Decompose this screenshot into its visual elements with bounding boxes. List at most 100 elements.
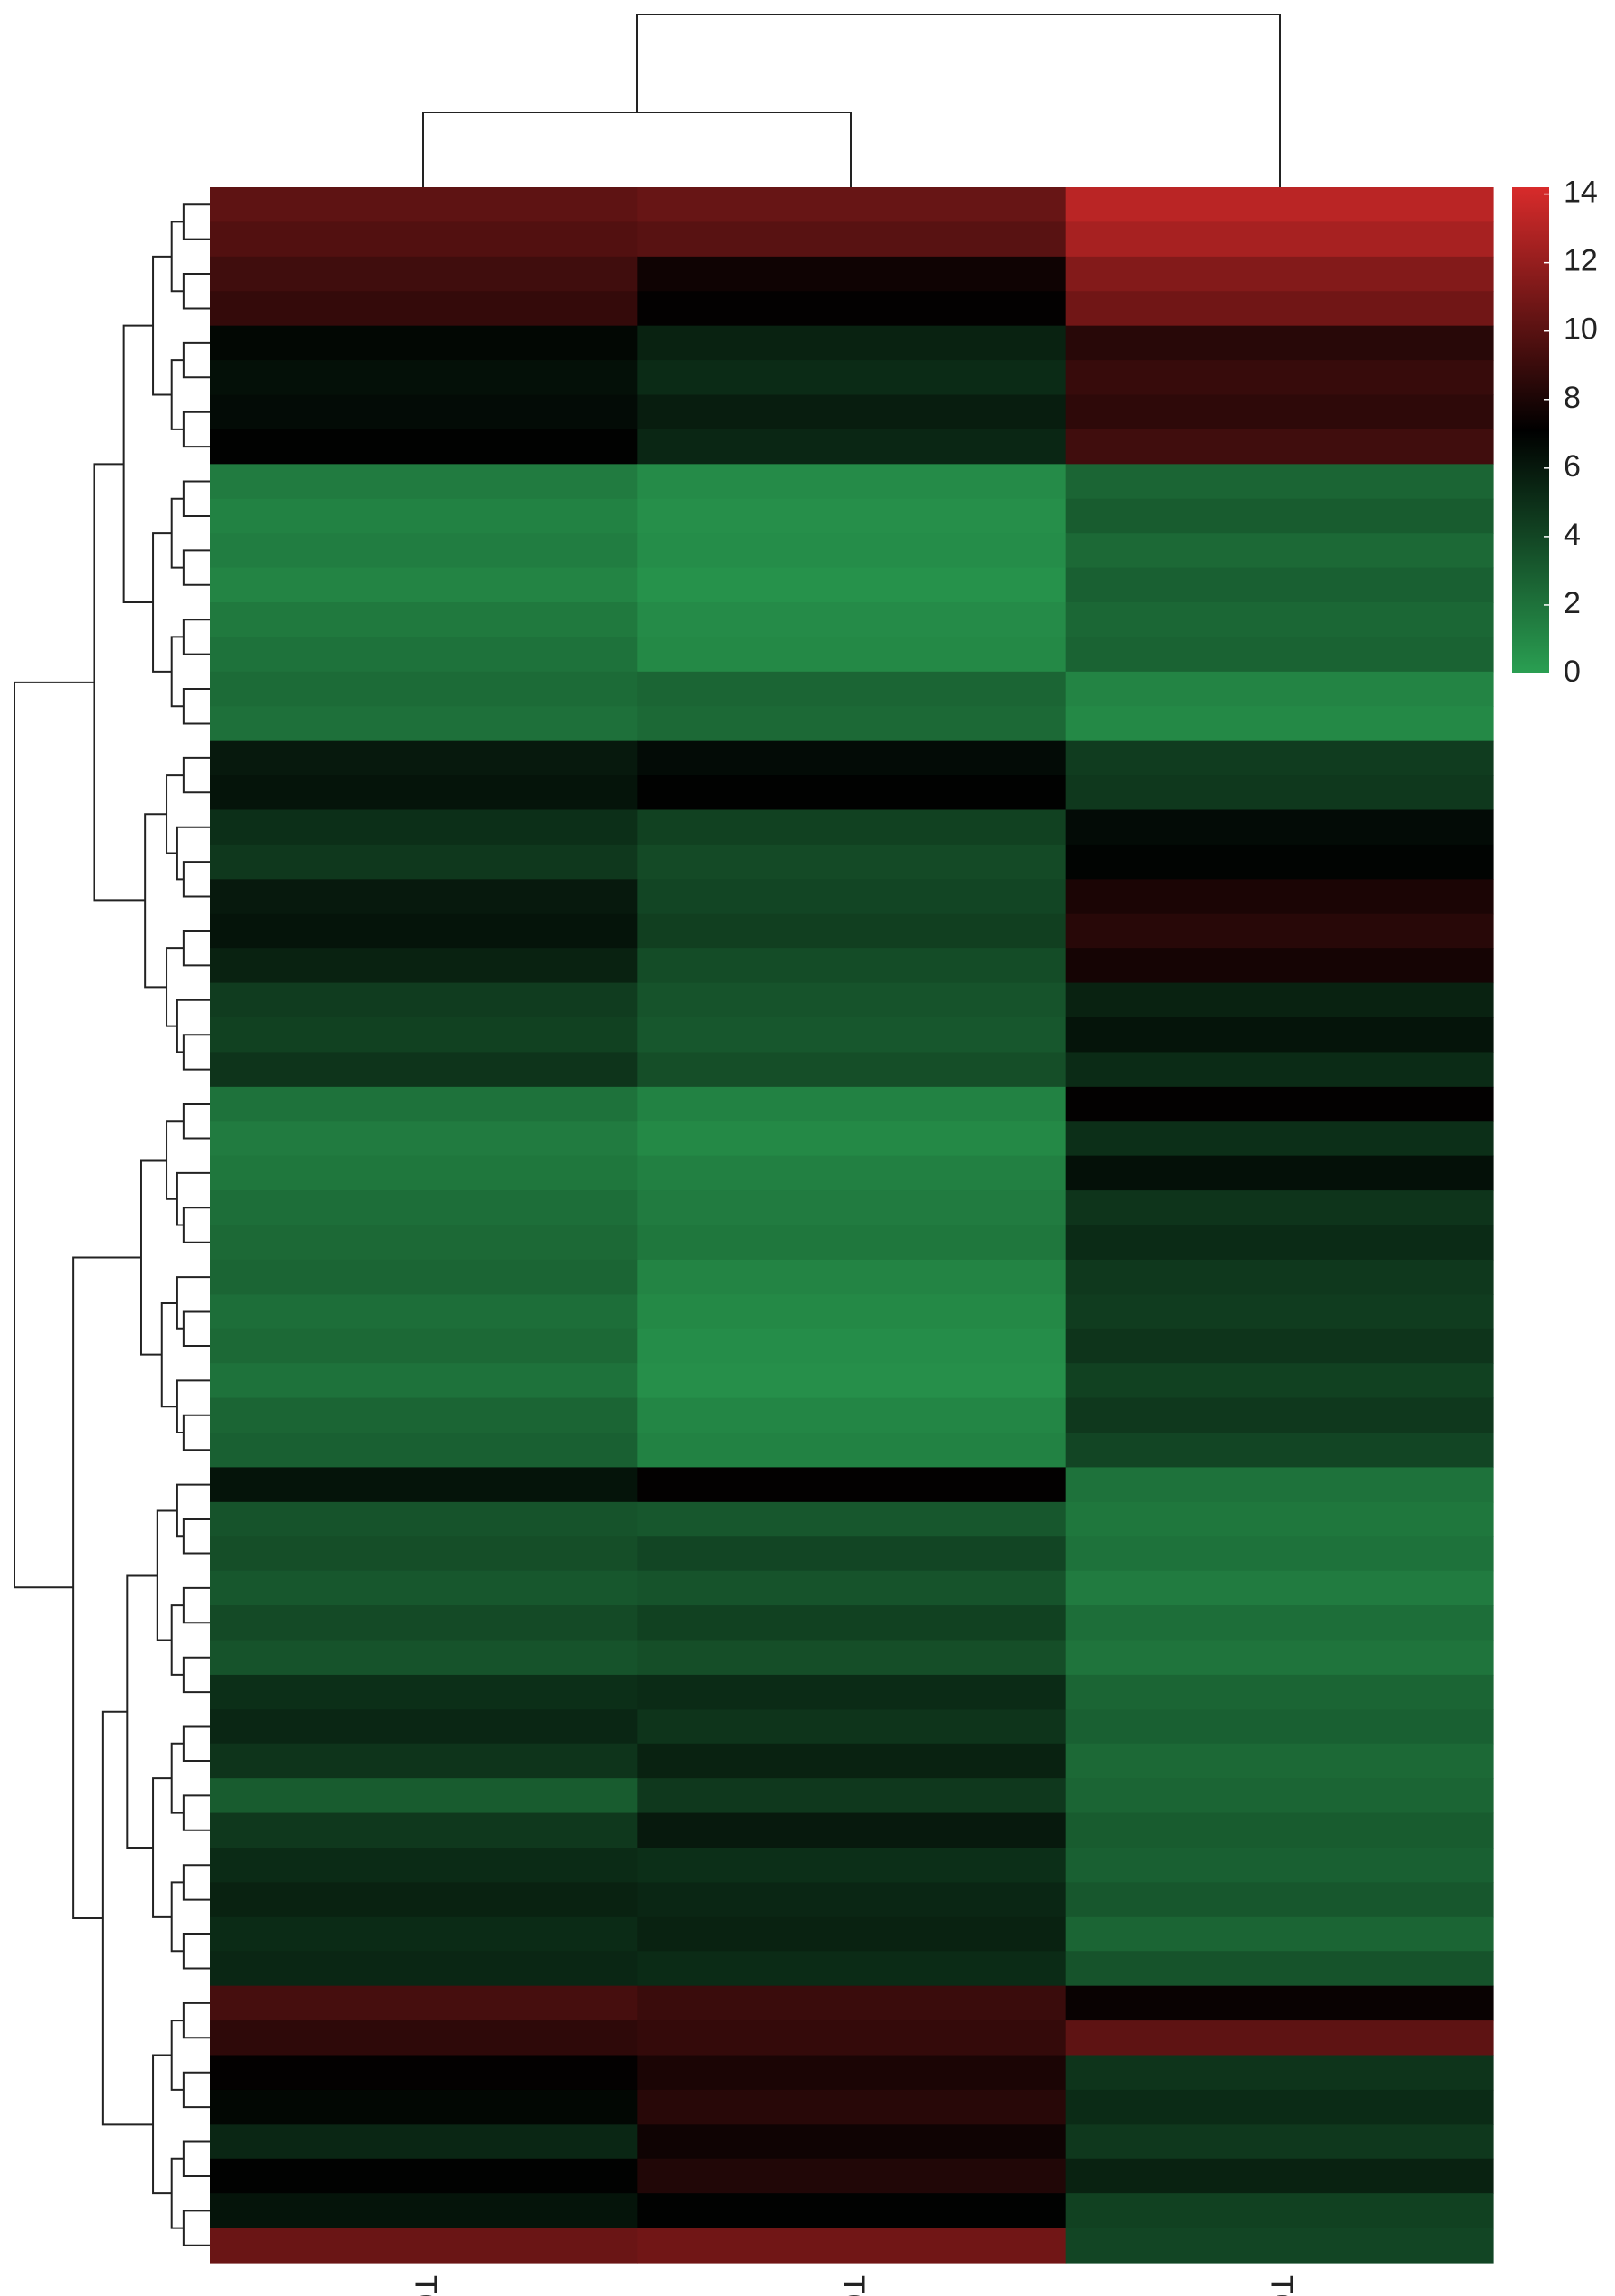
heatmap-cell bbox=[210, 2020, 638, 2056]
dendrogram-branch bbox=[160, 1301, 177, 1408]
heatmap-cell bbox=[210, 325, 638, 361]
heatmap-cell bbox=[1065, 948, 1494, 984]
heatmap-cell bbox=[637, 1328, 1067, 1364]
dendrogram-branch bbox=[182, 1207, 210, 1243]
heatmap-cell bbox=[210, 1155, 638, 1191]
heatmap-cell bbox=[637, 1536, 1067, 1572]
heatmap-cell bbox=[637, 1951, 1067, 1987]
heatmap-cell bbox=[210, 360, 638, 396]
dendrogram-branch bbox=[182, 2140, 210, 2177]
heatmap-cell bbox=[210, 1674, 638, 1710]
dendrogram-branch bbox=[176, 1379, 210, 1433]
dendrogram-branch bbox=[182, 411, 210, 448]
heatmap-cell bbox=[637, 1363, 1067, 1399]
dendrogram-branch bbox=[182, 861, 210, 898]
heatmap-cell bbox=[210, 1086, 638, 1122]
heatmap-cell bbox=[637, 1812, 1067, 1849]
dendrogram-branch bbox=[170, 1604, 184, 1676]
heatmap-cell bbox=[637, 567, 1067, 603]
heatmap-cell bbox=[1065, 1328, 1494, 1364]
dendrogram-branch bbox=[170, 2020, 184, 2091]
heatmap-cell bbox=[1065, 1225, 1494, 1261]
heatmap-cell bbox=[1065, 1501, 1494, 1537]
heatmap-cell bbox=[637, 948, 1067, 984]
dendrogram-branch bbox=[156, 1509, 177, 1641]
heatmap-cell bbox=[210, 1812, 638, 1849]
heatmap-cell bbox=[1065, 1363, 1494, 1399]
heatmap-cell bbox=[1065, 1155, 1494, 1191]
dendrogram-branch bbox=[170, 221, 184, 293]
heatmap-cell bbox=[1065, 913, 1494, 949]
heatmap-cell bbox=[1065, 2193, 1494, 2229]
heatmap-cell bbox=[1065, 1848, 1494, 1884]
heatmap-cell bbox=[210, 913, 638, 949]
heatmap-cell bbox=[637, 360, 1067, 396]
heatmap-cell bbox=[637, 2228, 1067, 2264]
heatmap-cell bbox=[637, 1433, 1067, 1469]
heatmap-cell bbox=[637, 809, 1067, 845]
dendrogram-branch bbox=[182, 273, 210, 310]
heatmap-cell bbox=[1065, 187, 1494, 223]
heatmap-cell bbox=[637, 982, 1067, 1018]
dendrogram-branch bbox=[176, 1171, 210, 1226]
dendrogram-branch bbox=[152, 255, 172, 396]
heatmap-cell bbox=[210, 1225, 638, 1261]
heatmap-cell bbox=[210, 740, 638, 776]
heatmap-cell bbox=[210, 429, 638, 465]
heatmap-cell bbox=[1065, 1882, 1494, 1918]
dendrogram-branch bbox=[182, 1518, 210, 1555]
dendrogram-branch bbox=[636, 14, 1281, 187]
heatmap-cell bbox=[210, 879, 638, 915]
dendrogram-branch bbox=[182, 1586, 210, 1624]
heatmap-cell bbox=[210, 844, 638, 880]
heatmap-cell bbox=[210, 1709, 638, 1745]
heatmap-cell bbox=[637, 1882, 1067, 1918]
heatmap-cell bbox=[637, 291, 1067, 327]
dendrogram-branch bbox=[182, 341, 210, 379]
color-tick-label: 0 bbox=[1564, 655, 1581, 689]
heatmap-cell bbox=[1065, 1640, 1494, 1676]
color-tick-label: 6 bbox=[1564, 449, 1581, 484]
heatmap-cell bbox=[637, 1570, 1067, 1606]
heatmap-cell bbox=[1065, 1190, 1494, 1226]
dendrogram-branch bbox=[182, 2071, 210, 2109]
heatmap-cell bbox=[210, 2158, 638, 2194]
heatmap-cell bbox=[637, 2020, 1067, 2056]
dendrogram-branch bbox=[170, 636, 184, 708]
heatmap-cell bbox=[637, 913, 1067, 949]
heatmap-cell bbox=[1065, 360, 1494, 396]
dendrogram-branch bbox=[152, 1777, 172, 1918]
dendrogram-branch bbox=[176, 1483, 210, 1538]
heatmap-cell bbox=[1065, 2055, 1494, 2091]
dendrogram-branch bbox=[93, 463, 146, 902]
heatmap-cell bbox=[1065, 291, 1494, 327]
dendrogram-branch bbox=[182, 756, 210, 794]
column-dendrogram bbox=[422, 14, 1281, 187]
heatmap-cell bbox=[637, 2089, 1067, 2125]
heatmap-cell bbox=[637, 1778, 1067, 1814]
dendrogram-branch bbox=[182, 1034, 210, 1071]
color-tick-label: 10 bbox=[1564, 312, 1598, 347]
heatmap-cell bbox=[1065, 1709, 1494, 1745]
heatmap-cell bbox=[210, 1536, 638, 1572]
dendrogram-branch bbox=[182, 1864, 210, 1901]
heatmap-cell bbox=[1065, 2124, 1494, 2160]
dendrogram-branch bbox=[422, 112, 852, 187]
heatmap-cell bbox=[1065, 1467, 1494, 1503]
heatmap-cell bbox=[210, 948, 638, 984]
heatmap-cell bbox=[637, 1674, 1067, 1710]
dendrogram-branch bbox=[182, 1725, 210, 1762]
heatmap-cell bbox=[210, 1916, 638, 1952]
heatmap-cell bbox=[210, 291, 638, 327]
heatmap-cell bbox=[637, 1155, 1067, 1191]
heatmap-cell bbox=[1065, 1397, 1494, 1433]
dendrogram-branch bbox=[170, 1742, 184, 1814]
heatmap-cell bbox=[210, 221, 638, 258]
dendrogram-branch bbox=[182, 929, 210, 967]
color-tick-label: 12 bbox=[1564, 244, 1598, 278]
heatmap-cell bbox=[637, 740, 1067, 776]
heatmap-cell bbox=[210, 1570, 638, 1606]
heatmap-cell bbox=[210, 1951, 638, 1987]
dendrogram-branch bbox=[152, 2054, 172, 2195]
